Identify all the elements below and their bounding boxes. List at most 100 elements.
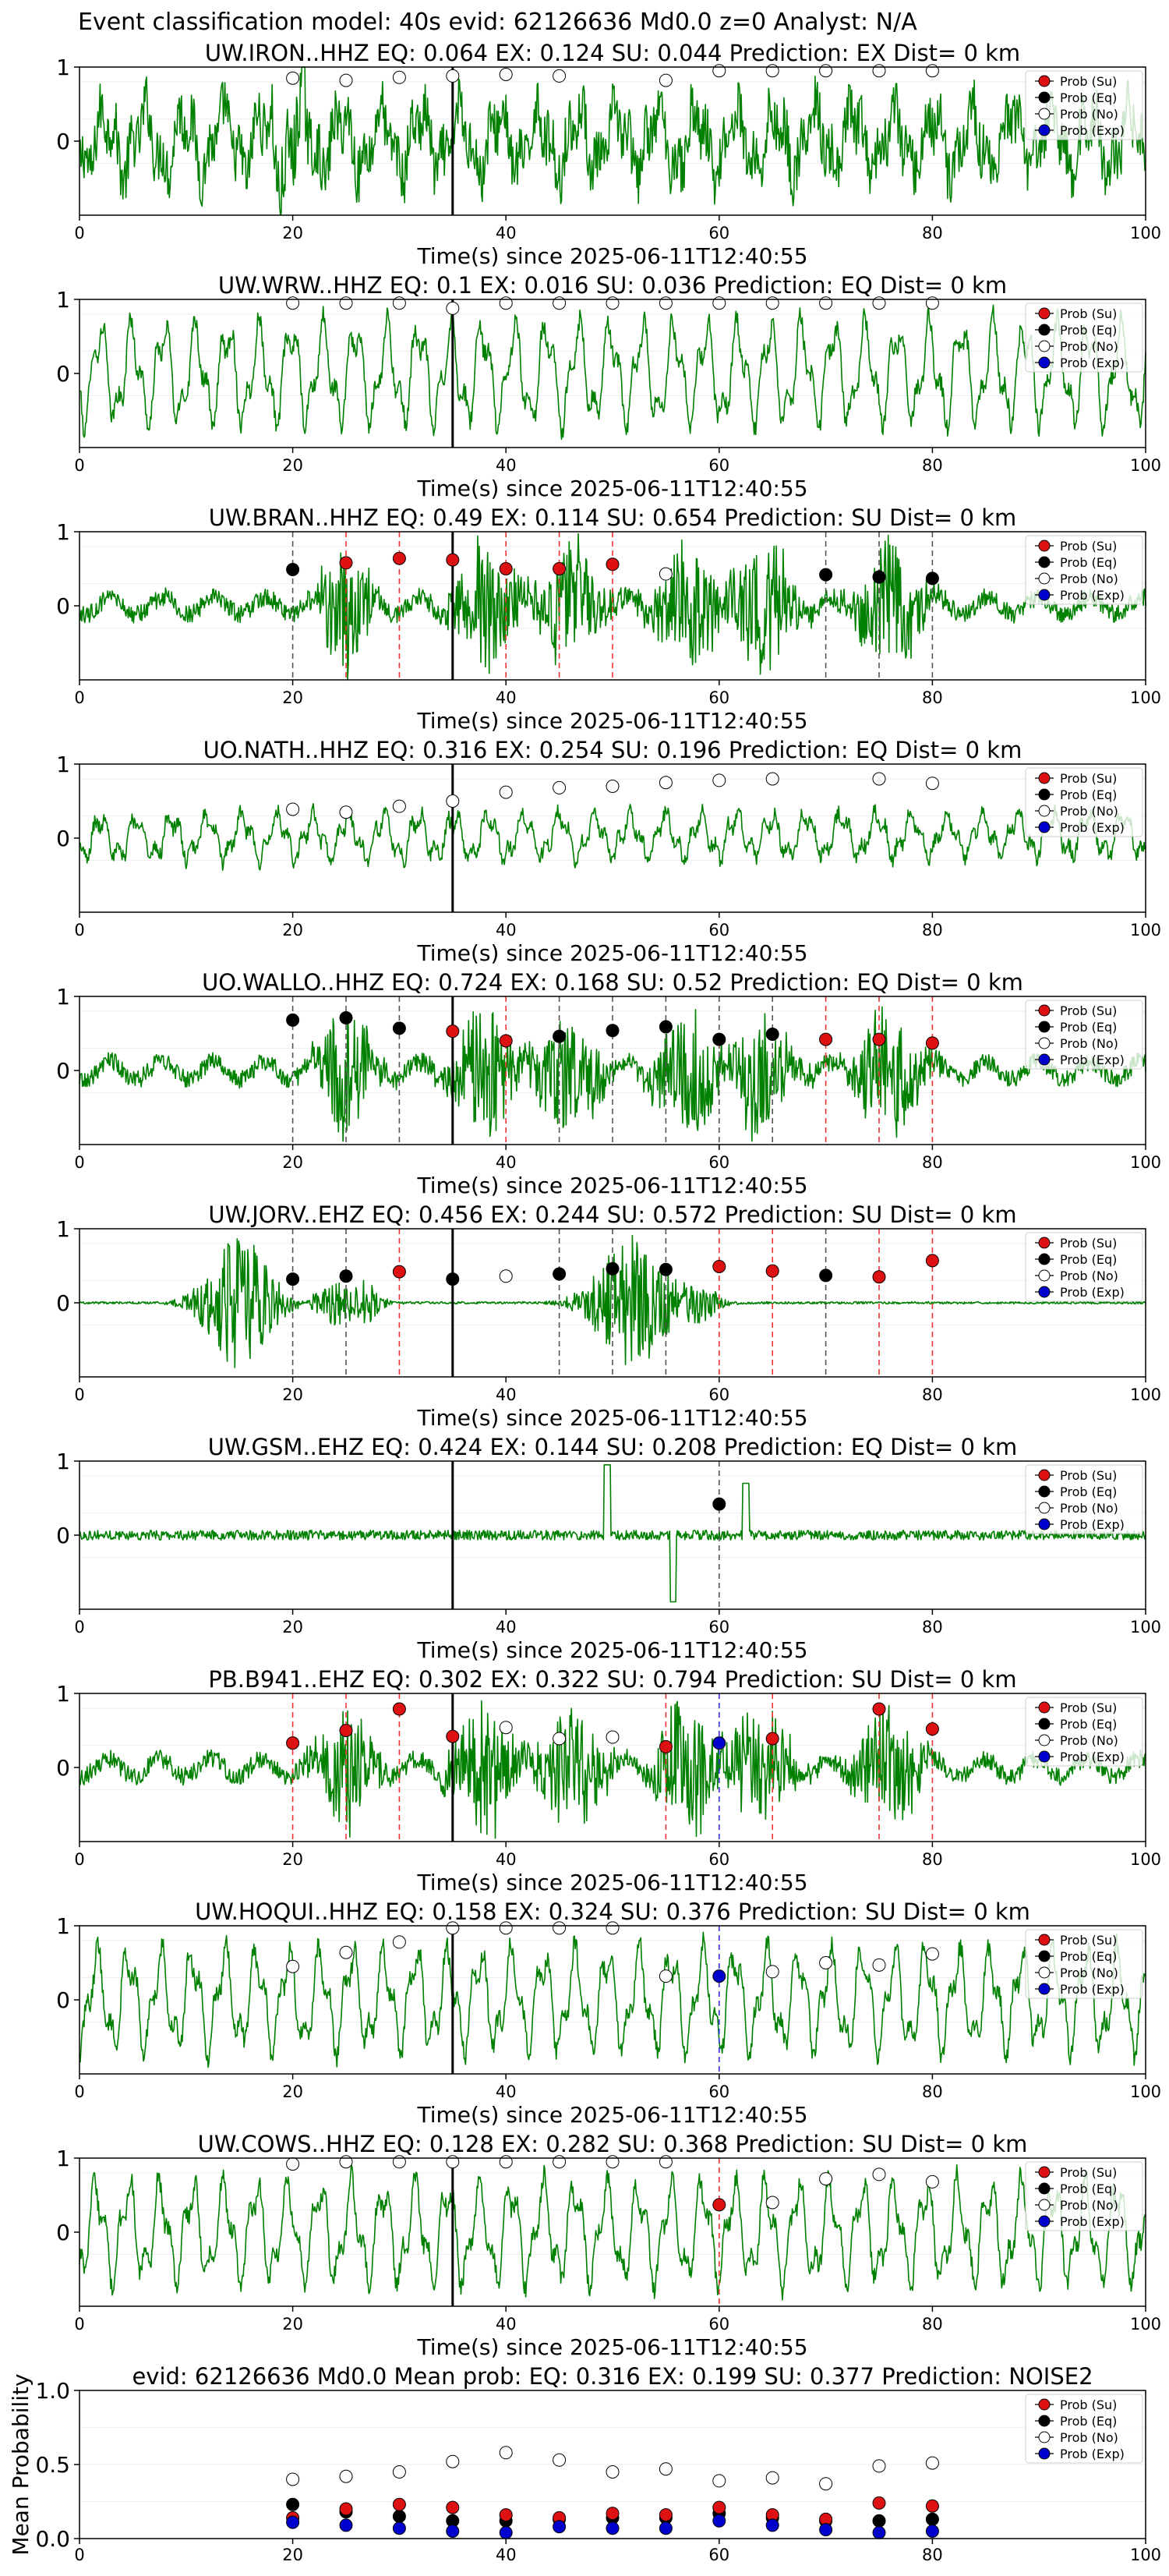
x-tick-label: 40	[496, 1850, 517, 1869]
prob-point-no	[499, 2155, 513, 2169]
y-tick-label: 1	[56, 287, 70, 313]
x-tick-label: 40	[496, 1618, 517, 1637]
x-tick-label: 20	[282, 688, 303, 707]
legend-marker-su	[1038, 1004, 1051, 1017]
panel-2: UW.WRW..HHZ EQ: 0.1 EX: 0.016 SU: 0.036 …	[56, 272, 1161, 501]
mean-prob-point-exp	[872, 2525, 886, 2539]
prob-point-no	[606, 2155, 620, 2169]
y-tick-label: 1	[56, 752, 70, 777]
legend-label: Prob (Exp)	[1060, 1053, 1125, 1067]
prob-point-eq	[286, 1013, 300, 1027]
prob-point-eq	[606, 1024, 620, 1038]
legend-marker-su	[1038, 75, 1051, 87]
prob-point-exp	[712, 1736, 726, 1750]
panel-3: UW.BRAN..HHZ EQ: 0.49 EX: 0.114 SU: 0.65…	[56, 504, 1161, 734]
legend-marker-su	[1038, 1237, 1051, 1249]
prob-point-no	[499, 1921, 513, 1935]
legend-label: Prob (Eq)	[1060, 323, 1117, 338]
mean-prob-point-no	[606, 2465, 620, 2479]
legend-marker-eq	[1038, 1253, 1051, 1265]
waveform	[79, 304, 1146, 441]
prob-point-no	[286, 1959, 300, 1973]
prob-point-no	[872, 64, 886, 78]
prob-point-no	[499, 296, 513, 310]
legend-marker-no	[1038, 572, 1051, 585]
x-axis-label: Time(s) since 2025-06-11T12:40:55	[416, 940, 807, 966]
prob-point-no	[659, 776, 673, 790]
legend-label: Prob (Exp)	[1060, 1750, 1125, 1764]
prob-point-no	[765, 296, 779, 310]
x-tick-label: 80	[922, 2546, 943, 2564]
prob-point-no	[499, 68, 513, 81]
legend-box	[1025, 303, 1143, 373]
prob-point-no	[499, 785, 513, 799]
mean-prob-point-exp	[286, 2515, 300, 2529]
prob-point-no	[286, 2157, 300, 2171]
legend-label: Prob (Eq)	[1060, 787, 1117, 802]
x-tick-label: 40	[496, 2546, 517, 2564]
x-tick-label: 0	[74, 2082, 84, 2101]
legend-marker-no	[1038, 1037, 1051, 1049]
mean-prob-point-su	[392, 2497, 406, 2511]
legend-marker-eq	[1038, 324, 1051, 336]
legend-marker-su	[1038, 1701, 1051, 1714]
legend-label: Prob (No)	[1060, 1501, 1118, 1516]
x-axis-label: Time(s) since 2025-06-11T12:40:55	[416, 1637, 807, 1663]
legend-marker-exp	[1038, 589, 1051, 601]
legend-marker-no	[1038, 805, 1051, 817]
prob-point-su	[499, 1034, 513, 1048]
mean-prob-point-no	[765, 2471, 779, 2485]
x-tick-label: 20	[282, 2082, 303, 2101]
legend-label: Prob (No)	[1060, 1733, 1118, 1748]
legend-marker-su	[1038, 307, 1051, 320]
prob-point-su	[925, 1254, 939, 1268]
legend-marker-no	[1038, 108, 1051, 120]
prob-point-eq	[819, 1269, 833, 1283]
panel-title: UW.COWS..HHZ EQ: 0.128 EX: 0.282 SU: 0.3…	[198, 2131, 1028, 2157]
legend-marker-eq	[1038, 91, 1051, 104]
legend-box	[1025, 767, 1143, 837]
y-tick-label: 0	[56, 1755, 70, 1781]
prob-point-su	[925, 1036, 939, 1050]
prob-point-eq	[819, 568, 833, 582]
x-tick-label: 0	[74, 224, 84, 242]
prob-point-su	[446, 553, 460, 567]
legend-marker-exp	[1038, 124, 1051, 136]
x-tick-label: 40	[496, 2082, 517, 2101]
legend-box	[1025, 1232, 1143, 1302]
waveform	[79, 1234, 1146, 1368]
legend-label: Prob (Eq)	[1060, 2181, 1117, 2196]
mean-prob-point-su	[712, 2500, 726, 2514]
legend-marker-exp	[1038, 356, 1051, 369]
prob-point-no	[499, 1269, 513, 1283]
mean-prob-point-su	[925, 2499, 939, 2513]
legend-label: Prob (Su)	[1060, 306, 1117, 321]
prob-point-su	[392, 551, 406, 565]
prob-point-eq	[392, 1021, 406, 1035]
mean-prob-point-exp	[819, 2523, 833, 2537]
x-tick-label: 100	[1130, 1153, 1161, 1172]
prob-point-su	[606, 557, 620, 571]
mean-prob-point-no	[925, 2456, 939, 2470]
x-tick-label: 80	[922, 2315, 943, 2334]
legend-marker-exp	[1038, 1053, 1051, 1066]
legend-marker-exp	[1038, 1286, 1051, 1298]
legend-label: Prob (Exp)	[1060, 1517, 1125, 1532]
prob-point-no	[286, 296, 300, 310]
mean-prob-point-exp	[765, 2518, 779, 2532]
y-tick-label: 0	[56, 593, 70, 619]
prob-point-no	[765, 64, 779, 78]
prob-point-no	[446, 1921, 460, 1935]
prob-point-no	[286, 71, 300, 85]
prob-point-su	[339, 1724, 353, 1737]
x-tick-label: 100	[1130, 2082, 1161, 2101]
x-tick-label: 0	[74, 2546, 84, 2564]
x-tick-label: 60	[708, 1153, 729, 1172]
panel-title: UW.HOQUI..HHZ EQ: 0.158 EX: 0.324 SU: 0.…	[195, 1898, 1030, 1925]
panel-title: UW.GSM..EHZ EQ: 0.424 EX: 0.144 SU: 0.20…	[208, 1434, 1018, 1460]
mean-prob-point-exp	[553, 2520, 567, 2534]
prob-point-su	[819, 1032, 833, 1046]
x-tick-label: 20	[282, 1618, 303, 1637]
y-tick-label: 0	[56, 2220, 70, 2245]
